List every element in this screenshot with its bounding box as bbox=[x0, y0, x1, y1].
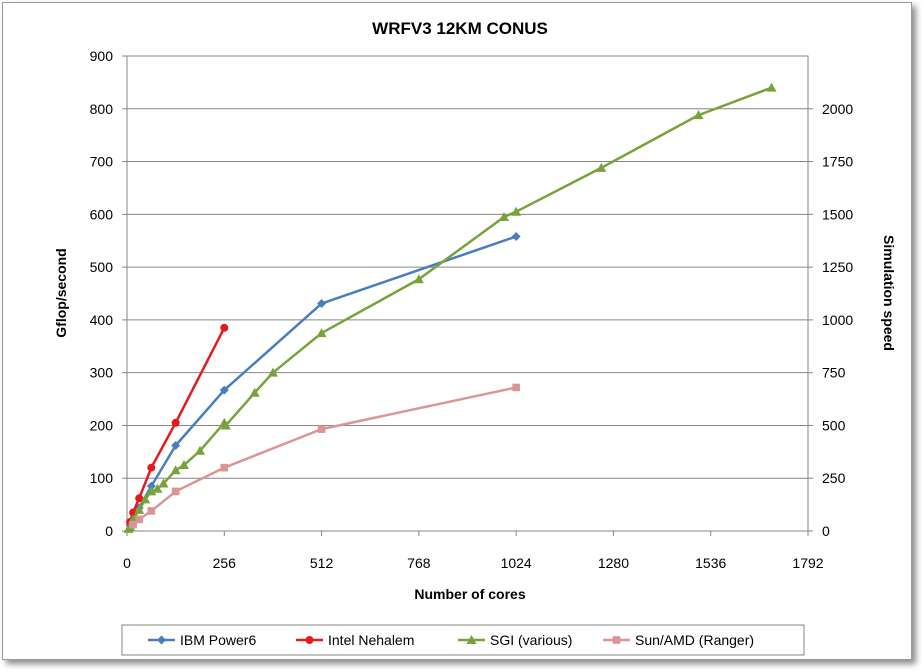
series-sun-amd-ranger bbox=[129, 383, 520, 529]
data-point bbox=[316, 328, 327, 338]
series-line bbox=[127, 86, 772, 530]
x-tick-label: 1024 bbox=[501, 555, 532, 571]
data-point bbox=[317, 425, 326, 433]
data-point bbox=[498, 211, 509, 221]
data-point bbox=[152, 483, 163, 493]
x-tick-label: 256 bbox=[213, 555, 237, 571]
data-point bbox=[220, 420, 231, 430]
y2-tick-label: 250 bbox=[822, 470, 846, 486]
y2-tick-label: 1750 bbox=[822, 154, 853, 170]
data-point bbox=[179, 460, 190, 470]
y-tick-label: 300 bbox=[90, 365, 114, 381]
legend-label: Intel Nehalem bbox=[328, 632, 414, 648]
x-tick-label: 1280 bbox=[598, 555, 629, 571]
legend-entry: SGI (various) bbox=[458, 632, 572, 648]
chart-title: WRFV3 12KM CONUS bbox=[372, 19, 548, 38]
data-point bbox=[158, 478, 169, 488]
x-tick-label: 0 bbox=[123, 555, 131, 571]
data-point bbox=[170, 465, 181, 475]
y-tick-label: 600 bbox=[90, 206, 114, 222]
series-layer bbox=[123, 82, 777, 533]
data-point bbox=[693, 110, 704, 120]
x-axis: 0 256 512 768 1024 1280 1536 1792 bbox=[123, 531, 824, 571]
data-point bbox=[220, 463, 229, 472]
data-point bbox=[219, 385, 229, 395]
y-tick-label: 500 bbox=[90, 259, 114, 275]
x-tick-label: 1536 bbox=[695, 555, 726, 571]
legend-label: SGI (various) bbox=[490, 632, 572, 648]
data-point bbox=[134, 504, 145, 514]
y2-tick-label: 0 bbox=[822, 523, 830, 539]
series-intel-nehalem bbox=[126, 323, 229, 527]
series-sgi-various bbox=[123, 82, 777, 533]
series-line bbox=[132, 386, 517, 526]
legend-label: IBM Power6 bbox=[180, 632, 256, 648]
data-point bbox=[171, 418, 180, 427]
legend-marker bbox=[612, 636, 621, 644]
data-point bbox=[596, 162, 607, 172]
y2-axis-label: Simulation speed bbox=[881, 235, 897, 351]
x-tick-label: 1792 bbox=[792, 555, 823, 571]
y-tick-label: 900 bbox=[90, 48, 114, 64]
data-point bbox=[135, 515, 143, 524]
data-point bbox=[249, 387, 260, 397]
y-tick-label: 400 bbox=[90, 312, 114, 328]
data-point bbox=[146, 481, 156, 491]
y2-tick-label: 2000 bbox=[822, 101, 853, 117]
series-line bbox=[128, 235, 517, 526]
data-point bbox=[140, 494, 151, 504]
data-point bbox=[171, 487, 180, 496]
legend-entry: IBM Power6 bbox=[148, 632, 256, 648]
y2-tick-label: 1500 bbox=[822, 206, 853, 222]
y-tick-label: 800 bbox=[90, 101, 114, 117]
y-tick-label: 100 bbox=[90, 470, 114, 486]
legend-marker bbox=[466, 635, 477, 644]
data-point bbox=[413, 274, 424, 284]
data-point bbox=[194, 445, 205, 455]
y-axis-left: 0 100 200 300 400 500 600 700 800 900 bbox=[90, 48, 127, 539]
y-tick-label: 200 bbox=[90, 417, 114, 433]
data-point bbox=[511, 206, 522, 216]
data-point bbox=[512, 383, 520, 392]
legend-entry: Intel Nehalem bbox=[296, 632, 414, 648]
plot-area bbox=[126, 55, 809, 532]
legend-label: Sun/AMD (Ranger) bbox=[635, 632, 754, 648]
legend-marker bbox=[157, 635, 166, 645]
gridlines bbox=[127, 55, 808, 532]
legend: IBM Power6 Intel Nehalem SGI (various) Sun/… bbox=[121, 624, 805, 656]
y2-tick-label: 1000 bbox=[822, 312, 853, 328]
legend-marker bbox=[305, 636, 314, 644]
y-tick-label: 700 bbox=[90, 154, 114, 170]
data-point bbox=[171, 441, 181, 450]
y-axis-right: 0 250 500 750 1000 1250 1500 1750 2000 bbox=[808, 101, 853, 539]
y-tick-label: 0 bbox=[105, 523, 113, 539]
data-point bbox=[766, 82, 777, 92]
y-axis-label: Gflop/second bbox=[53, 248, 69, 337]
x-tick-label: 768 bbox=[407, 555, 431, 571]
y2-tick-label: 750 bbox=[822, 365, 846, 381]
data-point bbox=[135, 494, 144, 503]
data-point bbox=[129, 520, 137, 529]
series-ibm-power6 bbox=[125, 232, 521, 530]
data-point bbox=[146, 486, 157, 496]
x-axis-label: Number of cores bbox=[414, 586, 525, 602]
data-point bbox=[511, 232, 521, 241]
data-point bbox=[147, 507, 156, 515]
data-point bbox=[267, 367, 278, 377]
y2-tick-label: 500 bbox=[822, 417, 846, 433]
y2-tick-label: 1250 bbox=[822, 259, 853, 275]
data-point bbox=[220, 323, 229, 332]
data-point bbox=[147, 463, 156, 472]
chart-frame bbox=[2, 2, 912, 660]
data-point bbox=[317, 299, 327, 309]
legend-entry: Sun/AMD (Ranger) bbox=[603, 632, 754, 648]
x-tick-label: 512 bbox=[310, 555, 334, 571]
